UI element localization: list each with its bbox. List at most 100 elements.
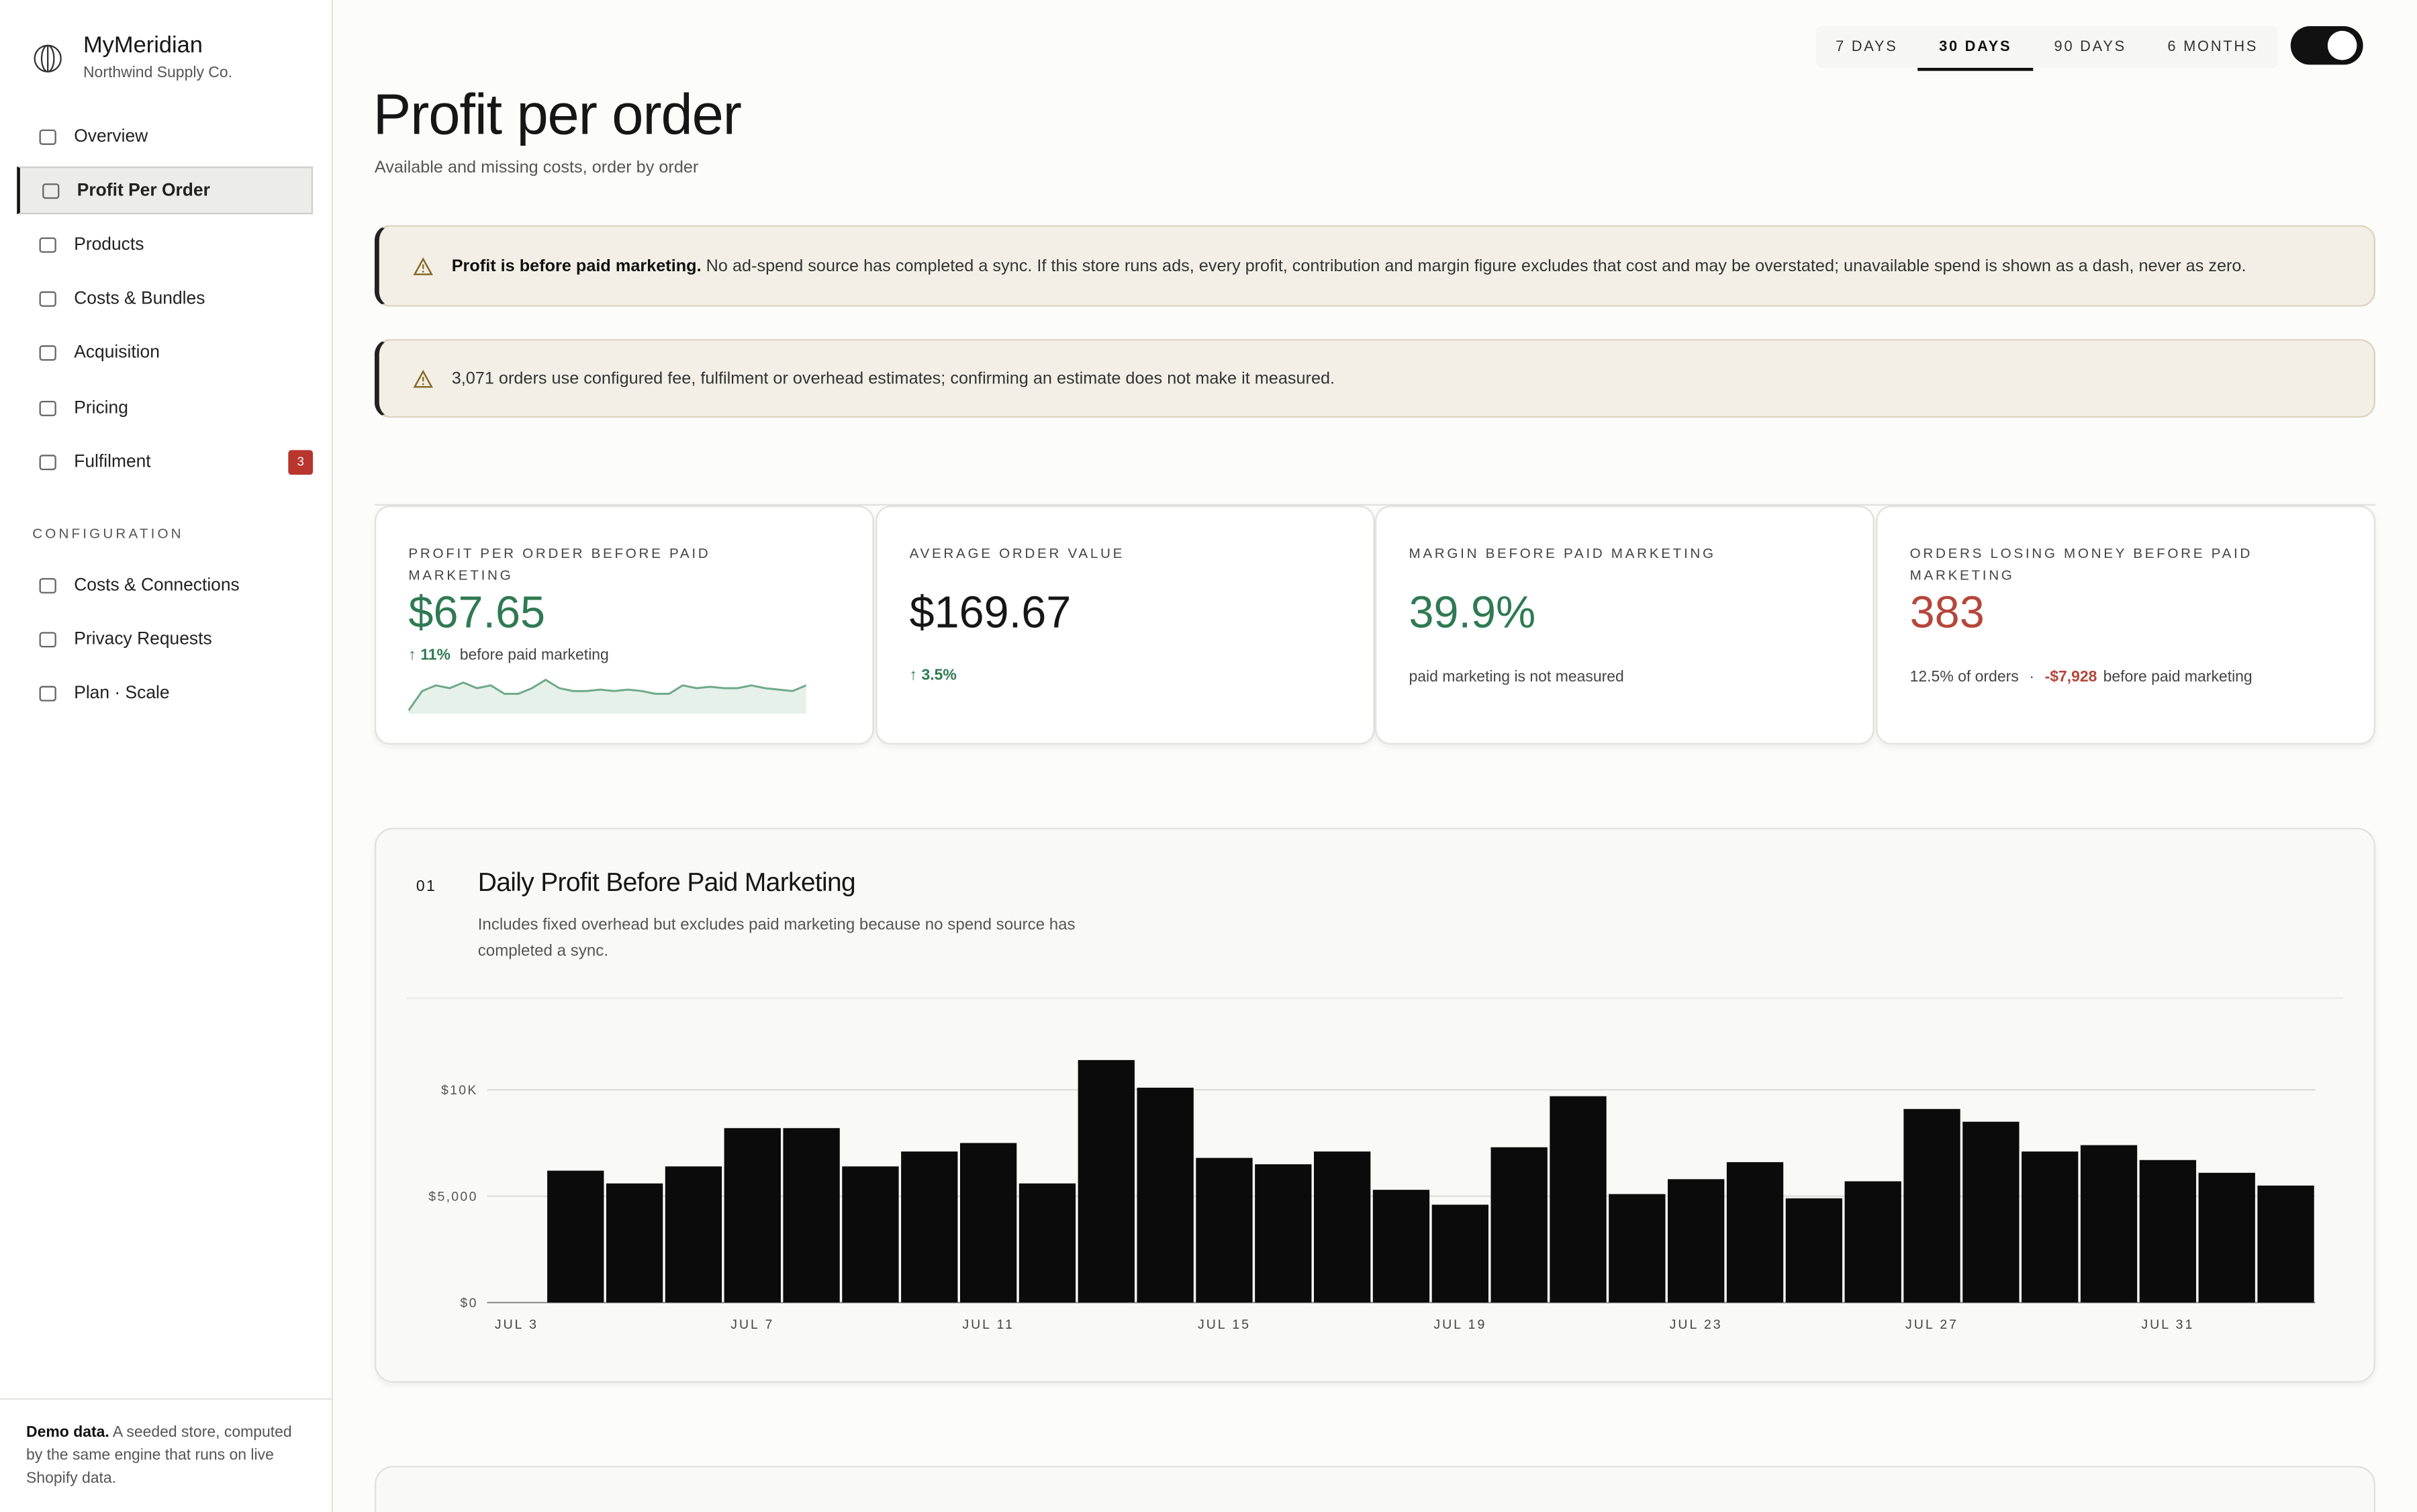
kpi-note: before paid marketing [459,647,609,665]
kpi-label: PROFIT PER ORDER BEFORE PAID MARKETING [408,545,711,583]
x-tick-label: JUL 19 [1433,1317,1486,1332]
nav-item[interactable]: Fulfilment 3 [17,438,314,485]
bar [1372,1190,1430,1303]
section-description: Includes fixed overhead but excludes pai… [477,915,1076,961]
nav-icon [39,631,56,647]
bar [1255,1164,1312,1303]
kpi-card: AVERAGE ORDER VALUE $169.67 ↑ 3.5% [875,506,1375,745]
logo [34,44,62,73]
divider [0,1398,332,1400]
kpi-value: $67.65 [408,589,546,639]
nav-icon [42,183,60,199]
kpi-card: ORDERS LOSING MONEY BEFORE PAID MARKETIN… [1876,506,2376,745]
nav-label: Pricing [74,398,128,418]
nav-label: Plan · Scale [74,684,170,703]
kpi-delta-value: 11% [420,647,451,665]
kpi-label: ORDERS LOSING MONEY BEFORE PAID MARKETIN… [1909,545,2253,583]
bar [842,1166,899,1303]
bar [1018,1183,1076,1303]
bar [2139,1160,2197,1303]
nav-icon [39,345,56,361]
kpi-label: MARGIN BEFORE PAID MARKETING [1409,545,1716,561]
nav-label: Overview [74,127,148,146]
y-tick-label: $10K [441,1083,478,1098]
nav-item[interactable]: Products [17,221,313,269]
theme-toggle[interactable] [2290,26,2363,65]
brand: MyMeridian [83,32,203,59]
bar [547,1170,604,1303]
bar [606,1183,663,1303]
nav-badge: 3 [288,449,314,475]
nav-item[interactable]: Overview [17,113,313,160]
x-tick-label: JUL 23 [1670,1317,1723,1332]
bar [1196,1157,1253,1303]
section-number: 01 [416,878,437,896]
section-heading: CONFIGURATION [32,525,184,541]
bar [724,1128,781,1303]
nav-item[interactable]: Costs & Bundles [17,275,313,323]
nav-item[interactable]: Pricing [17,384,313,432]
nav-item[interactable]: Costs & Connections [17,561,313,609]
footer-bold: Demo data. [26,1424,109,1442]
x-tick-label: JUL 27 [1905,1317,1958,1332]
nav-icon [39,237,56,253]
nav-label: Acquisition [74,344,160,363]
kpi-card: MARGIN BEFORE PAID MARKETING 39.9% paid … [1374,506,1875,745]
bar [1550,1096,1607,1303]
range-tab[interactable]: 6 MONTHS [2167,38,2259,56]
kpi-value: $169.67 [909,589,1072,639]
page-title: Profit per order [373,83,742,147]
bar [1078,1059,1135,1303]
range-tab[interactable]: 90 DAYS [2054,38,2126,56]
nav-icon [39,454,56,470]
x-tick-label: JUL 7 [730,1317,774,1332]
kpi-loss: -$7,928 [2044,669,2097,686]
divider [407,997,2343,999]
nav-item[interactable]: Plan · Scale [17,669,313,717]
separator: · [2029,669,2035,686]
bar [1431,1204,1488,1303]
bar [783,1128,840,1303]
nav-label: Privacy Requests [74,630,212,649]
range-tabs [1815,26,2279,68]
bar [1137,1088,1194,1303]
alert: 3,071 orders use configured fee, fulfilm… [374,339,2376,418]
bar [2198,1172,2255,1303]
nav-label: Profit Per Order [77,181,210,200]
kpi-note: 12.5% of orders [1909,669,2019,686]
warning-icon [413,369,433,387]
range-tab[interactable]: 30 DAYS [1917,26,2034,71]
sidebar: MyMeridian Northwind Supply Co. CONFIGUR… [0,0,333,1512]
kpi-value: 39.9% [1409,589,1536,639]
y-tick-label: $5,000 [428,1190,477,1204]
nav-item[interactable]: Privacy Requests [17,616,313,663]
chart: $0 $5,000 $10K JUL 3 JUL 7 JUL 11 JUL 15 JUL 19… [428,1059,2316,1332]
nav-icon [39,399,56,416]
nav-label: Fulfilment [74,453,151,471]
kpi-note: before paid marketing [2103,669,2253,686]
bar [1313,1151,1371,1303]
range-tab[interactable]: 7 DAYS [1836,38,1898,56]
footer-note: Demo data. A seeded store, computed by t… [26,1421,312,1491]
bar [901,1151,958,1303]
next-card [374,1466,2376,1512]
sparkline-area [408,679,806,714]
alert: Profit is before paid marketing. No ad-s… [374,225,2376,307]
bar [1726,1162,1784,1303]
divider [374,504,2376,506]
nav-label: Costs & Connections [74,575,240,595]
bar [1903,1108,1960,1303]
bar [2080,1145,2138,1303]
bar [665,1166,722,1303]
kpi-delta-value: 3.5% [921,667,957,685]
nav-item[interactable]: Acquisition [17,330,313,377]
nav-icon [39,291,56,308]
bar [1490,1147,1548,1303]
x-tick-label: JUL 31 [2141,1317,2194,1332]
kpi-note: paid marketing is not measured [1409,669,1624,686]
kpi-delta: ↑ 11% [408,647,451,665]
alert-text: No ad-spend source has completed a sync.… [706,256,2246,275]
nav-icon [39,686,56,702]
nav-item[interactable]: Profit Per Order [17,167,314,215]
